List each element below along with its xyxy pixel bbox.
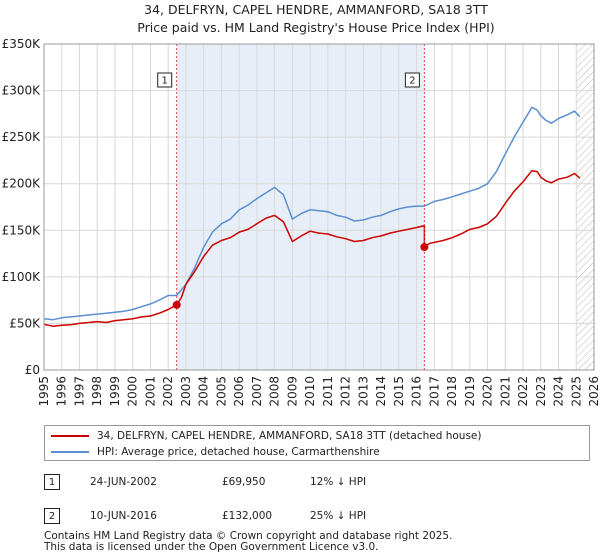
y-tick-label: £200K — [2, 177, 42, 191]
sale-label-number: 1 — [162, 76, 168, 87]
x-tick-label: 2000 — [126, 376, 140, 407]
sale-price: £132,000 — [222, 510, 273, 522]
sale-point — [172, 300, 181, 309]
x-tick-label: 2019 — [463, 376, 477, 407]
x-tick-label: 2004 — [197, 376, 211, 407]
sales-row: 1 24-JUN-2002 £69,950 12% ↓ HPI — [44, 474, 590, 492]
x-tick-label: 2007 — [250, 376, 264, 407]
chart-title: 34, DELFRYN, CAPEL HENDRE, AMMANFORD, SA… — [144, 2, 488, 17]
x-tick-label: 2010 — [303, 376, 317, 407]
y-tick-label: £0 — [25, 363, 40, 377]
chart-subtitle: Price paid vs. HM Land Registry's House … — [137, 20, 494, 35]
y-tick-label: £100K — [2, 270, 42, 284]
x-tick-label: 2009 — [285, 376, 299, 407]
x-tick-label: 2016 — [410, 376, 424, 407]
property-price-line — [43, 169, 581, 327]
y-tick-label: £150K — [2, 223, 42, 237]
price-chart: 34, DELFRYN, CAPEL HENDRE, AMMANFORD, SA… — [2, 2, 600, 407]
sale-price: £69,950 — [222, 476, 266, 488]
sale-date: 10-JUN-2016 — [90, 510, 157, 522]
sale-hpi-note: 12% ↓ HPI — [310, 476, 367, 488]
x-tick-label: 2002 — [161, 376, 175, 407]
plot-frame — [43, 43, 595, 371]
sale-hpi-note: 25% ↓ HPI — [310, 510, 367, 522]
ownership-period-shade — [176, 44, 425, 370]
x-tick-label: 2011 — [321, 376, 335, 407]
legend-blue-swatch — [51, 451, 89, 453]
sales-row: 2 10-JUN-2016 £132,000 25% ↓ HPI — [44, 508, 590, 526]
x-tick-label: 2012 — [339, 376, 353, 407]
x-tick-label: 2015 — [392, 376, 406, 407]
x-tick-label: 2013 — [356, 376, 370, 407]
x-tick-label: 2024 — [552, 376, 566, 407]
sale-point — [420, 243, 429, 252]
legend: 34, DELFRYN, CAPEL HENDRE, AMMANFORD, SA… — [44, 425, 590, 461]
y-tick-label: £50K — [9, 316, 41, 330]
sale-marker-box: 2 — [44, 508, 60, 524]
x-tick-label: 2023 — [534, 376, 548, 407]
x-tick-label: 2021 — [498, 376, 512, 407]
x-tick-label: 2017 — [427, 376, 441, 407]
projection-hatch — [576, 44, 594, 370]
y-tick-label: £250K — [2, 130, 42, 144]
legend-item-blue: HPI: Average price, detached house, Carm… — [51, 444, 380, 460]
x-tick-label: 2005 — [214, 376, 228, 407]
legend-blue-label: HPI: Average price, detached house, Carm… — [97, 446, 380, 458]
x-tick-label: 2014 — [374, 376, 388, 407]
sale-date: 24-JUN-2002 — [90, 476, 157, 488]
footer-line-1: Contains HM Land Registry data © Crown c… — [44, 530, 453, 542]
x-tick-label: 2022 — [516, 376, 530, 407]
legend-item-red: 34, DELFRYN, CAPEL HENDRE, AMMANFORD, SA… — [51, 428, 481, 444]
sale-label-box — [404, 72, 420, 88]
x-tick-label: 2006 — [232, 376, 246, 407]
legend-red-swatch — [51, 435, 89, 437]
x-tick-label: 2026 — [587, 376, 600, 407]
y-tick-label: £350K — [2, 37, 42, 51]
x-tick-label: 1998 — [90, 376, 104, 407]
sale-label-box — [157, 72, 173, 88]
footer-line-2: This data is licensed under the Open Gov… — [44, 541, 379, 553]
hpi-line — [43, 106, 581, 321]
x-tick-label: 2025 — [569, 376, 583, 407]
sale-label-number: 2 — [409, 76, 415, 87]
sale-marker-box: 1 — [44, 474, 60, 490]
legend-red-label: 34, DELFRYN, CAPEL HENDRE, AMMANFORD, SA… — [97, 430, 482, 442]
x-tick-label: 2020 — [481, 376, 495, 407]
x-tick-label: 2003 — [179, 376, 193, 407]
x-tick-label: 2001 — [143, 376, 157, 407]
x-tick-label: 1999 — [108, 376, 122, 407]
x-tick-label: 1995 — [37, 376, 51, 407]
footer-credit: Contains HM Land Registry data © Crown c… — [44, 531, 452, 553]
y-tick-label: £300K — [2, 84, 42, 98]
x-tick-label: 2008 — [268, 376, 282, 407]
x-tick-label: 2018 — [445, 376, 459, 407]
x-tick-label: 1997 — [72, 376, 86, 407]
x-tick-label: 1996 — [55, 376, 69, 407]
